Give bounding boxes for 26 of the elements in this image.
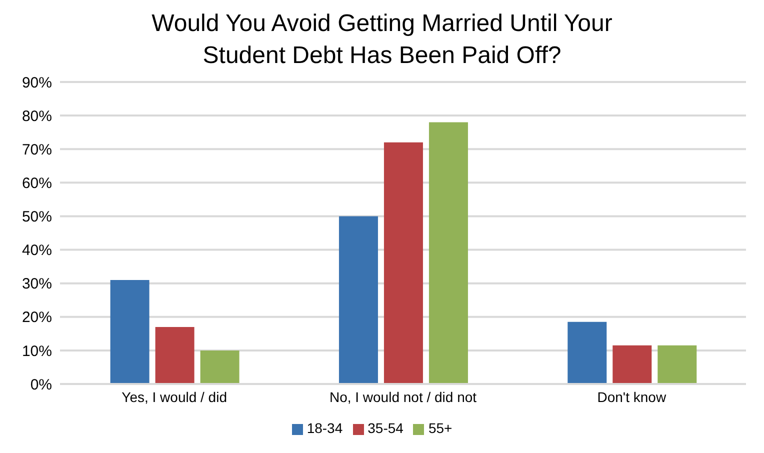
bar xyxy=(612,345,652,384)
x-tick-label: Yes, I would / did xyxy=(122,388,227,405)
bar xyxy=(658,345,697,384)
y-tick-label: 80% xyxy=(22,108,52,125)
x-tick-label: No, I would not / did not xyxy=(329,388,477,405)
y-tick-label: 70% xyxy=(22,141,52,158)
y-tick-label: 40% xyxy=(22,242,52,260)
legend-label: 35-54 xyxy=(368,420,404,436)
chart-title: Would You Avoid Getting Married Until Your Student Debt Has Been Paid Off? xyxy=(150,9,614,71)
bar xyxy=(428,122,468,384)
bar xyxy=(200,350,240,384)
bar xyxy=(338,216,378,384)
y-tick-label: 50% xyxy=(22,208,52,226)
bar xyxy=(384,142,423,384)
bar xyxy=(110,280,150,384)
y-tick-label: 60% xyxy=(22,174,52,192)
y-tick-label: 30% xyxy=(22,276,52,293)
y-tick-label: 20% xyxy=(22,309,52,326)
legend-label: 18-34 xyxy=(306,420,343,436)
x-tick-label: Don't know xyxy=(597,388,667,405)
legend-label: 55+ xyxy=(428,420,452,436)
y-tick-label: 90% xyxy=(22,74,52,92)
y-tick-label: 0% xyxy=(30,376,52,394)
y-tick-label: 10% xyxy=(22,342,52,360)
bar xyxy=(155,326,194,384)
bar xyxy=(568,322,607,384)
